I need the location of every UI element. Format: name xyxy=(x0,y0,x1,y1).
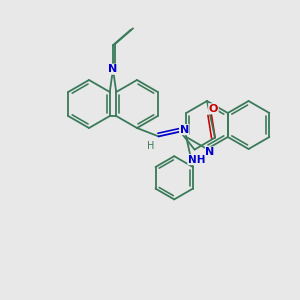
Text: NH: NH xyxy=(188,154,205,165)
Text: N: N xyxy=(108,64,118,74)
Text: N: N xyxy=(180,124,189,135)
Text: O: O xyxy=(209,104,218,114)
Text: N: N xyxy=(206,147,214,157)
Text: H: H xyxy=(147,141,154,152)
